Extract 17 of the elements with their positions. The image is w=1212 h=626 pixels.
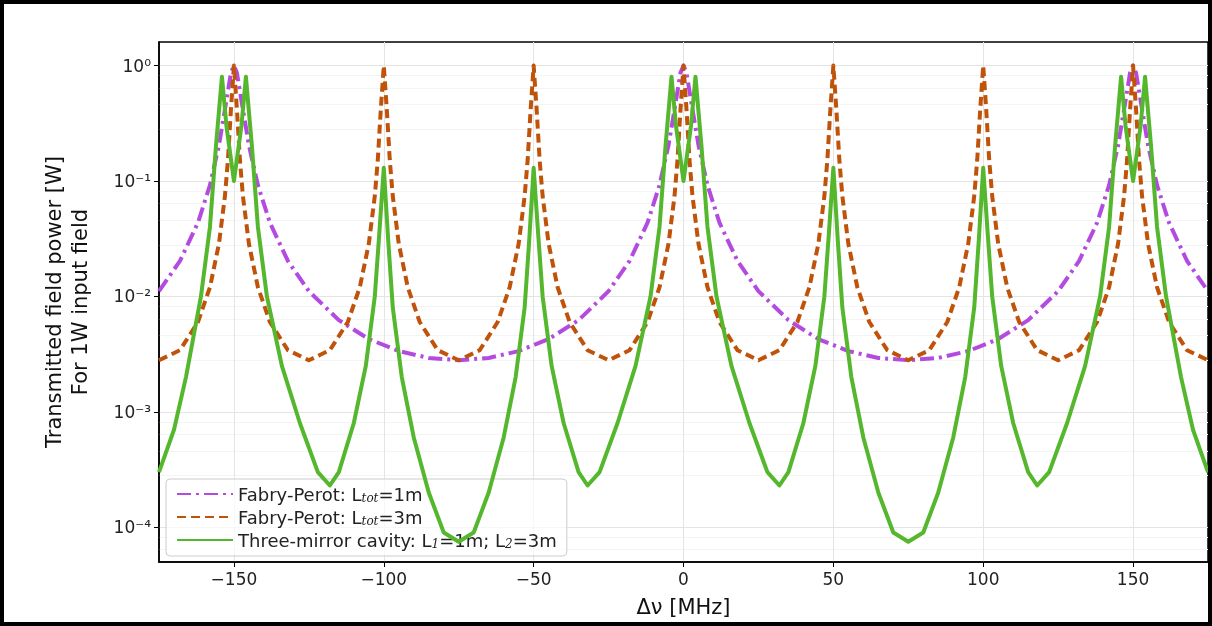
- y-tick-label: 10⁻³: [113, 401, 151, 422]
- x-tick-label: 100: [966, 568, 1000, 589]
- y-tick-label: 10⁻⁴: [113, 517, 152, 538]
- legend-label: Fabry-Perot: Ltot=1m: [238, 483, 423, 505]
- y-tick-label: 10⁻²: [113, 286, 151, 307]
- x-tick-label: 150: [1116, 568, 1150, 589]
- y-tick-label: 10⁰: [122, 55, 152, 76]
- line-series: [157, 63, 1208, 363]
- x-tick-label: 0: [678, 568, 689, 589]
- x-tick-label: 50: [822, 568, 845, 589]
- x-tick-label: −50: [515, 568, 552, 589]
- legend-label: Fabry-Perot: Ltot=3m: [238, 506, 423, 528]
- x-tick-label: −150: [210, 568, 258, 589]
- x-tick-label: −100: [360, 568, 408, 589]
- y-tick-label: 10⁻¹: [113, 170, 151, 191]
- x-axis-title: Δν [MHz]: [636, 594, 731, 619]
- y-axis-title: Transmitted field power [W] For 1W input field: [42, 156, 92, 449]
